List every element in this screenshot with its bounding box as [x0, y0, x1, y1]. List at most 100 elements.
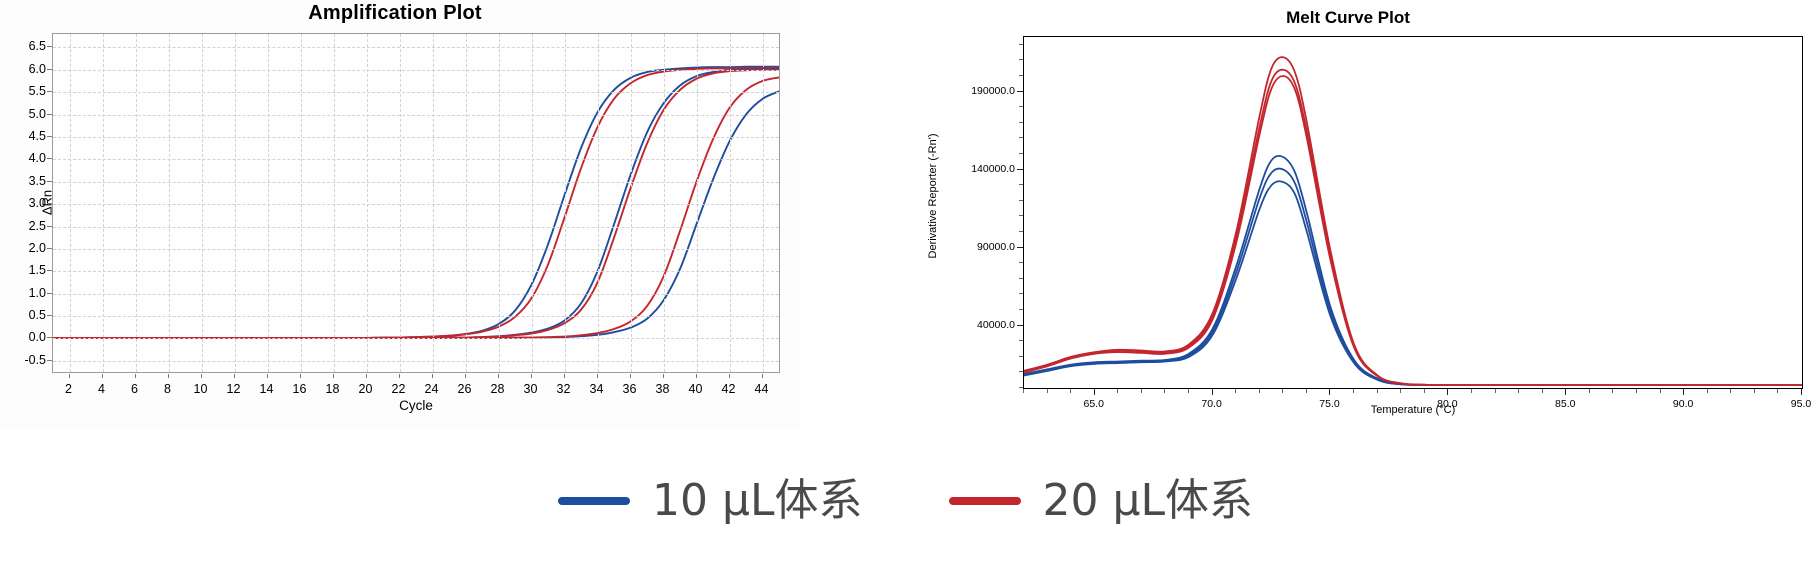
x-axis-tick-label: 24 [424, 382, 439, 396]
gridline-horizontal [53, 360, 779, 362]
melt-x-axis-tick-label: 80.0 [1437, 398, 1458, 410]
melt-x-axis-minor-tick [1023, 389, 1024, 393]
melt-y-axis-minor-tick [1019, 262, 1023, 264]
gridline-vertical [300, 34, 302, 372]
x-axis-tick-mark [761, 374, 763, 378]
melt-curve-x-axis-ticks: 65.0 70.0 75.0 80.0 85.0 90.0 95.0 [1023, 389, 1811, 417]
x-axis-tick-mark [662, 374, 664, 378]
gridline-vertical [696, 34, 698, 372]
melt-y-axis-minor-tick [1019, 106, 1023, 108]
melt-x-axis-tick-label: 70.0 [1201, 398, 1222, 410]
melt-x-axis-minor-tick [1612, 389, 1614, 393]
y-axis-tick-label: 1.5 [28, 263, 46, 278]
amplification-plot-title: Amplification Plot [308, 2, 482, 24]
gridline-horizontal [53, 114, 779, 116]
y-axis-tick-label: -0.5 [24, 352, 46, 367]
gridline-vertical [366, 34, 368, 372]
melt-x-axis-tick-label: 95.0 [1790, 398, 1811, 410]
y-axis-tick-label: 6.0 [28, 61, 46, 76]
melt-y-axis-minor-tick [1019, 43, 1023, 45]
legend-label-20ul: 20 µL体系 [1042, 474, 1253, 526]
melt-x-axis-tick-mark [1211, 389, 1213, 395]
x-axis-tick-mark [233, 374, 235, 378]
x-axis-tick-label: 26 [457, 382, 472, 396]
x-axis-tick-label: 4 [98, 382, 105, 396]
y-axis-tick-mark [47, 113, 52, 115]
x-axis-tick-label: 34 [589, 382, 604, 396]
gridline-vertical [531, 34, 533, 372]
x-axis-tick-label: 36 [622, 382, 637, 396]
melt-y-axis-minor-tick [1019, 371, 1023, 373]
y-axis-tick-mark [47, 135, 52, 137]
x-axis-tick-mark [563, 374, 565, 378]
gridline-horizontal [53, 92, 779, 94]
melt-x-axis-tick-label: 75.0 [1319, 398, 1340, 410]
melt-y-axis-minor-tick [1019, 137, 1023, 139]
gridline-vertical [498, 34, 500, 372]
melt-y-axis-minor-tick [1019, 59, 1023, 61]
x-axis-tick-mark [464, 374, 466, 378]
x-axis-tick-mark [596, 374, 598, 378]
y-axis-tick-mark [47, 203, 52, 205]
melt-y-axis-tick-label: 140000.0 [971, 162, 1015, 175]
x-axis-tick-mark [68, 374, 70, 378]
gridline-horizontal [53, 159, 779, 161]
gridline-vertical [564, 34, 566, 372]
melt-y-axis-minor-tick [1019, 387, 1023, 388]
x-axis-tick-label: 18 [325, 382, 340, 396]
amplification-curves [53, 65, 779, 339]
x-axis-tick-mark [629, 374, 631, 378]
amplification-x-axis-ticks: 2 4 6 8 10 12 14 16 18 20 22 24 26 28 30 32 34 36 38 40 42 44 [52, 374, 780, 404]
y-axis-tick-label: 5.0 [28, 106, 46, 121]
melt-y-axis-tick-mark [1017, 246, 1023, 248]
melt-x-axis-minor-tick [1258, 389, 1260, 393]
y-axis-tick-mark [47, 158, 52, 160]
y-axis-tick-label: 6.5 [28, 39, 46, 54]
y-axis-tick-label: 4.0 [28, 151, 46, 166]
x-axis-tick-label: 44 [754, 382, 769, 396]
x-axis-tick-label: 30 [523, 382, 538, 396]
gridline-vertical [432, 34, 434, 372]
y-axis-tick-mark [47, 315, 52, 317]
x-axis-tick-label: 40 [688, 382, 703, 396]
x-axis-tick-label: 8 [164, 382, 171, 396]
y-axis-tick-label: 0.5 [28, 308, 46, 323]
melt-y-axis-minor-tick [1019, 153, 1023, 154]
melt-y-axis-tick-mark [1017, 324, 1023, 326]
melt-x-axis-tick-mark [1093, 389, 1095, 395]
gridline-vertical [729, 34, 731, 372]
y-axis-tick-label: 4.5 [28, 128, 46, 143]
melt-x-axis-minor-tick [1730, 389, 1732, 393]
melt-x-axis-minor-tick [1235, 389, 1237, 393]
melt-x-axis-minor-tick [1518, 389, 1520, 393]
x-axis-tick-label: 20 [358, 382, 373, 396]
legend-item-10ul: 10 µL体系 [558, 474, 863, 526]
gridline-horizontal [53, 271, 779, 273]
gridline-vertical [465, 34, 467, 372]
legend-label-10ul: 10 µL体系 [652, 474, 863, 526]
melt-curve-plot-panel: Melt Curve Plot Derivative Reporter (-Rn… [885, 0, 1811, 430]
gridline-horizontal [53, 316, 779, 318]
y-axis-tick-label: 3.0 [28, 196, 46, 211]
melt-x-axis-minor-tick [1140, 389, 1142, 393]
x-axis-tick-label: 28 [490, 382, 505, 396]
gridline-vertical [267, 34, 269, 372]
gridline-vertical [102, 34, 104, 372]
legend-item-20ul: 20 µL体系 [948, 474, 1253, 526]
y-axis-tick-mark [47, 91, 52, 93]
melt-y-axis-minor-tick [1019, 184, 1023, 186]
gridline-vertical [597, 34, 599, 372]
melt-x-axis-tick-label: 90.0 [1672, 398, 1694, 410]
melt-x-axis-minor-tick [1282, 389, 1284, 393]
melt-curve-y-axis-ticks: 40000.0 90000.0 140000.0 190000.0 [925, 36, 1023, 389]
melt-x-axis-tick-mark [1801, 389, 1802, 395]
legend-swatch-blue-line-icon [558, 496, 631, 505]
melt-y-axis-minor-tick [1019, 75, 1023, 76]
melt-x-axis-minor-tick [1046, 389, 1048, 393]
melt-x-axis-minor-tick [1470, 389, 1472, 393]
y-axis-tick-mark [47, 337, 52, 339]
amplification-gridlines [53, 34, 779, 372]
melt-curve-x-axis-label: Temperature (°C) [1370, 404, 1456, 416]
gridline-horizontal [53, 204, 779, 206]
x-axis-tick-mark [530, 374, 532, 378]
